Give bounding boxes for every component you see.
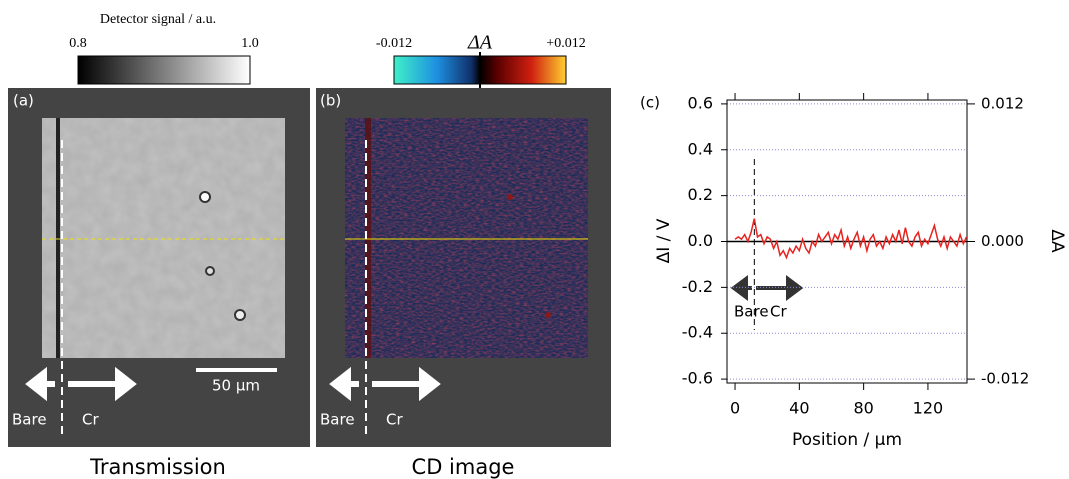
y-tick-label: 0.6 — [688, 93, 713, 112]
y-axis-label: ΔI / V — [654, 218, 674, 263]
x-axis-label: Position / µm — [792, 430, 902, 450]
particle — [507, 194, 513, 200]
colorbar-title: ΔA — [467, 32, 493, 54]
arrow — [68, 366, 137, 402]
arrow — [730, 275, 804, 301]
panel-label: (a) — [13, 92, 34, 110]
bare-label: Bare — [734, 303, 769, 321]
data-line — [734, 218, 968, 260]
bare-label: Bare — [320, 411, 355, 429]
cr-label: Cr — [82, 411, 99, 429]
x-tick-label: 80 — [853, 399, 873, 418]
colorbar — [77, 55, 251, 85]
colorbar-min: -0.012 — [376, 36, 412, 51]
y2-tick-label: 0.012 — [981, 94, 1024, 112]
y-tick-label: 0.0 — [688, 231, 713, 250]
y2-tick-label: 0.000 — [981, 232, 1024, 250]
colorbar-max: +0.012 — [546, 36, 585, 51]
colorbar-min: 0.8 — [69, 36, 87, 51]
bare-label: Bare — [12, 411, 47, 429]
arrow — [25, 366, 55, 402]
y-tick-label: 0.2 — [688, 185, 713, 204]
image-texture — [345, 118, 588, 358]
colorbar-title: Detector signal / a.u. — [100, 12, 216, 27]
particle — [545, 312, 551, 318]
image-texture — [42, 118, 285, 358]
y2-axis-label: ΔA — [1047, 229, 1067, 253]
arrow — [329, 366, 359, 402]
caption: CD image — [412, 455, 515, 479]
edge — [56, 118, 60, 358]
cr-label: Cr — [770, 303, 787, 321]
y-tick-label: -0.4 — [682, 323, 713, 342]
scale-label: 50 µm — [212, 377, 260, 395]
y-tick-label: 0.4 — [688, 139, 713, 158]
edge — [365, 118, 371, 358]
panel-label: (b) — [320, 92, 341, 110]
particle — [234, 309, 246, 321]
colorbar-max: 1.0 — [241, 36, 259, 51]
x-tick-label: 40 — [789, 399, 809, 418]
arrow — [372, 366, 441, 402]
caption: Transmission — [89, 455, 226, 479]
x-tick-label: 0 — [730, 399, 740, 418]
particle — [199, 191, 211, 203]
panel-label: (c) — [640, 94, 660, 112]
particle — [205, 266, 215, 276]
cr-label: Cr — [386, 411, 403, 429]
x-tick-label: 120 — [913, 399, 944, 418]
plot-frame — [726, 99, 968, 384]
y-tick-label: -0.2 — [682, 277, 713, 296]
y-tick-label: -0.6 — [682, 369, 713, 388]
y2-tick-label: -0.012 — [981, 370, 1029, 388]
